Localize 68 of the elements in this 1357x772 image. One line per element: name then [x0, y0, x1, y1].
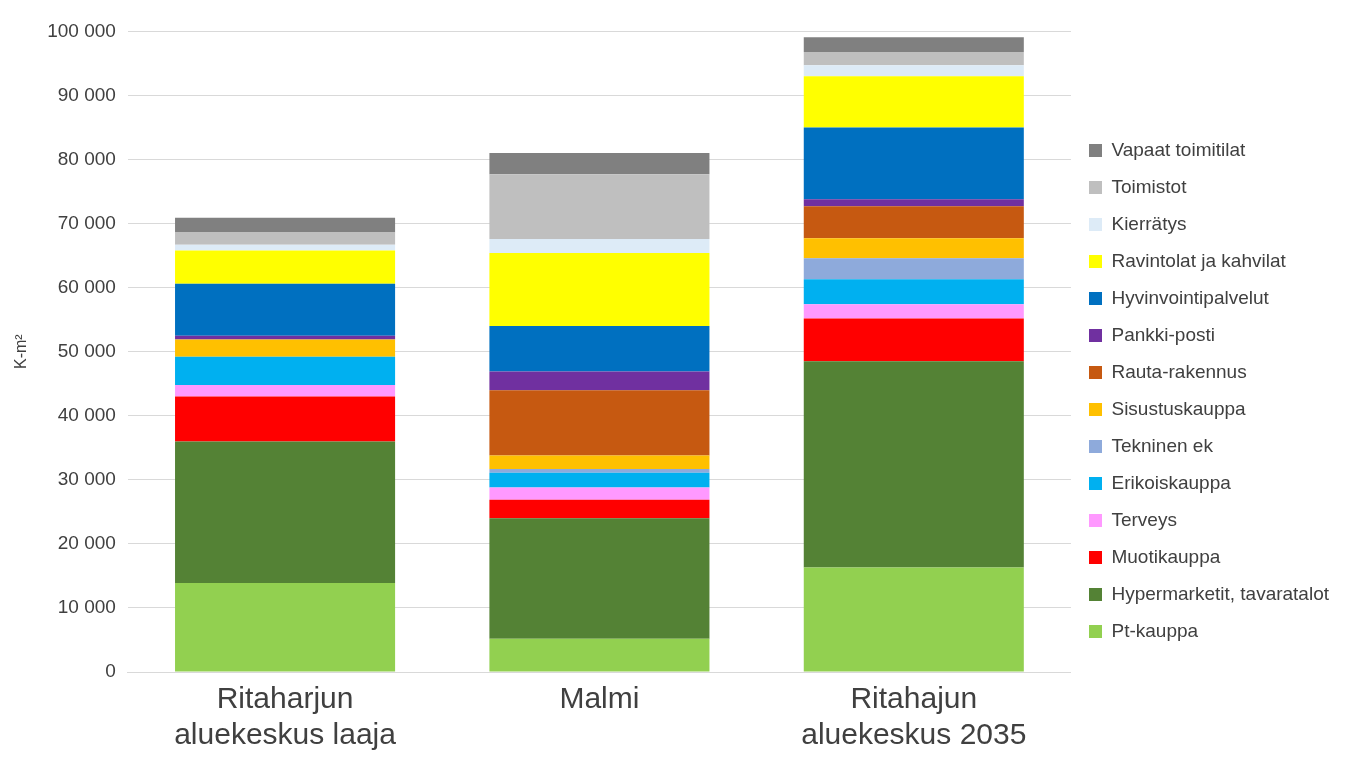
bar	[175, 582, 396, 672]
bar	[803, 76, 1024, 128]
bar	[175, 250, 396, 284]
bar	[175, 283, 396, 336]
bar	[489, 455, 710, 469]
legend-label: Erikoiskauppa	[1111, 471, 1232, 493]
legend-label: Hyvinvointipalvelut	[1111, 286, 1270, 308]
legend-label: Pt-kauppa	[1111, 619, 1199, 641]
x-tick-label: Ritaharjun aluekeskus laaja	[174, 681, 397, 751]
legend-label: Hypermarketit, tavaratalot	[1111, 582, 1330, 604]
bar	[803, 361, 1024, 568]
bar	[489, 638, 710, 672]
legend-label: Rauta-rakennus	[1111, 360, 1247, 382]
legend-label: Ravintolat ja kahvilat	[1111, 249, 1287, 271]
legend-label: Muotikauppa	[1111, 545, 1221, 567]
y-tick-label: 40 000	[57, 403, 116, 425]
y-axis-title: K-m²	[12, 333, 30, 370]
y-tick-label: 70 000	[57, 211, 116, 233]
bar	[489, 238, 710, 254]
bar	[803, 127, 1024, 200]
bar	[803, 318, 1024, 362]
y-tick-label: 0	[105, 660, 116, 682]
y-tick-label: 60 000	[57, 275, 116, 297]
bar	[489, 174, 710, 239]
y-tick-label: 80 000	[57, 147, 116, 169]
legend-label: Tekninen ek	[1111, 434, 1214, 456]
x-tick-label: Malmi	[559, 681, 640, 715]
bar	[803, 304, 1024, 319]
bar	[803, 238, 1024, 259]
y-tick-label: 10 000	[57, 596, 116, 618]
bar	[489, 326, 710, 372]
bar	[489, 472, 710, 488]
legend-label: Toimistot	[1111, 175, 1188, 197]
bar	[175, 396, 396, 442]
bar	[489, 499, 710, 519]
bar	[489, 153, 710, 175]
y-tick-label: 90 000	[57, 83, 116, 105]
bar	[175, 217, 396, 233]
legend-label: Vapaat toimitilat	[1111, 138, 1246, 160]
bar	[489, 390, 710, 456]
bar	[489, 253, 710, 327]
bar	[175, 441, 396, 583]
bar	[803, 567, 1024, 672]
legend-label: Sisustuskauppa	[1111, 397, 1247, 419]
bar	[803, 65, 1024, 77]
bar	[489, 468, 710, 473]
bar	[803, 279, 1024, 305]
legend-label: Terveys	[1111, 508, 1177, 530]
bar	[803, 258, 1024, 280]
bar	[175, 385, 396, 397]
x-tick-label: Ritahajun aluekeskus 2035	[801, 681, 1027, 751]
bar	[489, 518, 710, 639]
bar	[175, 232, 396, 245]
bar	[175, 356, 396, 386]
bar	[803, 206, 1024, 239]
bar	[803, 51, 1024, 66]
legend-label: Pankki-posti	[1111, 323, 1215, 345]
bar	[489, 371, 710, 391]
bar	[489, 487, 710, 500]
y-tick-label: 50 000	[57, 339, 116, 361]
bar	[803, 199, 1024, 207]
bar	[175, 335, 396, 340]
bar	[803, 37, 1024, 52]
y-tick-label: 30 000	[57, 468, 116, 490]
legend-label: Kierrätys	[1111, 212, 1187, 234]
y-tick-label: 20 000	[57, 532, 116, 554]
y-tick-label: 100 000	[47, 19, 116, 41]
bar	[175, 339, 396, 357]
